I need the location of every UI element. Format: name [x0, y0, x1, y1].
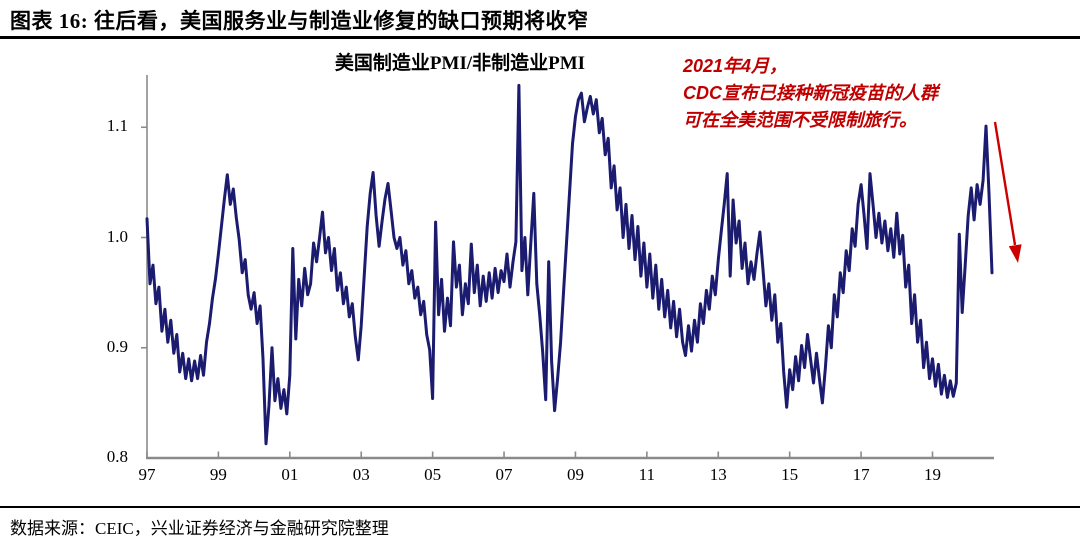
x-tick-label: 11 [638, 465, 656, 484]
y-tick-label: 1.0 [106, 226, 128, 246]
annotation-line-3: 可在全美范围不受限制旅行。 [683, 110, 917, 130]
chart-title: 美国制造业PMI/非制造业PMI [334, 53, 586, 74]
x-tick-label: 07 [495, 465, 513, 484]
x-tick-label: 01 [281, 465, 299, 484]
x-tick-label: 15 [781, 465, 799, 484]
trend-arrow [993, 121, 1022, 263]
x-tick-label: 17 [852, 465, 870, 484]
event-annotation: 2021年4月， CDC宣布已接种新冠疫苗的人群 可在全美范围不受限制旅行。 [683, 53, 1073, 134]
footer-divider [0, 506, 1080, 508]
x-tick-label: 05 [424, 465, 442, 484]
x-tick-label: 13 [709, 465, 727, 484]
x-tick-label: 97 [138, 465, 156, 484]
trend-arrow-head [1008, 244, 1022, 263]
y-tick-label: 0.8 [106, 447, 128, 466]
y-tick-label: 0.9 [106, 336, 128, 356]
annotation-line-2: CDC宣布已接种新冠疫苗的人群 [683, 83, 938, 103]
trend-arrow-shaft [993, 121, 1017, 246]
y-tick-label: 1.1 [106, 116, 128, 136]
x-tick-label: 09 [566, 465, 584, 484]
y-axis-ticks [141, 126, 147, 349]
caption-underline [0, 36, 1080, 39]
pmi-ratio-line [145, 83, 994, 446]
figure-caption: 图表 16: 往后看，美国服务业与制造业修复的缺口预期将收窄 [10, 9, 589, 33]
x-tick-label: 99 [209, 465, 227, 484]
data-source: 数据来源：CEIC，兴业证券经济与金融研究院整理 [10, 519, 389, 538]
annotation-line-1: 2021年4月， [683, 56, 788, 76]
x-tick-label: 19 [923, 465, 941, 484]
x-tick-label: 03 [352, 465, 370, 484]
